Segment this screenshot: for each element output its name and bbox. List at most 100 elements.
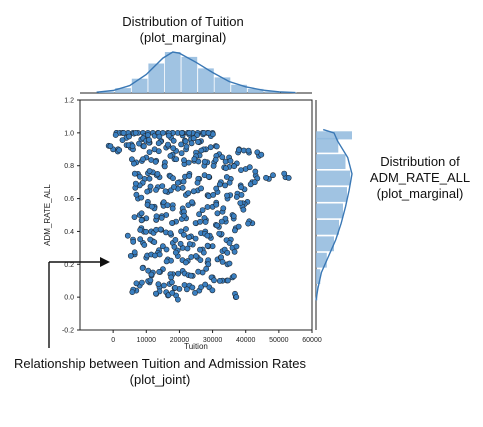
- scatter-point: [212, 156, 219, 163]
- scatter-point: [175, 270, 182, 277]
- scatter-point: [163, 246, 170, 253]
- scatter-point: [191, 156, 198, 162]
- tuition-histogram-bar: [231, 84, 247, 93]
- scatter-point: [233, 194, 240, 200]
- x-tick-label: 50000: [269, 337, 289, 344]
- tuition-histogram-bar: [164, 52, 181, 93]
- scatter-point: [226, 260, 233, 267]
- y-tick-label: 0.8: [64, 163, 74, 170]
- scatter-point: [138, 210, 145, 217]
- scatter-point: [227, 157, 234, 164]
- scatter-point: [124, 232, 131, 239]
- x-axis-ticks: 0 10000 20000 30000 40000 50000 60000: [111, 330, 322, 344]
- scatter-point: [126, 133, 133, 140]
- tuition-histogram-bar: [148, 63, 165, 93]
- tuition-histogram-bar: [131, 78, 148, 93]
- scatter-point: [180, 178, 187, 185]
- scatter-point: [167, 152, 174, 159]
- scatter-point: [200, 249, 207, 256]
- scatter-point: [220, 205, 227, 212]
- scatter-point: [197, 257, 204, 263]
- scatter-point: [226, 240, 233, 246]
- y-tick-label: 0.2: [64, 262, 74, 269]
- scatter-point: [144, 132, 151, 138]
- scatter-point: [202, 219, 209, 225]
- scatter-point: [116, 147, 123, 153]
- scatter-point: [240, 206, 247, 213]
- tuition-histogram-bar: [214, 77, 231, 93]
- scatter-point: [174, 179, 181, 186]
- scatter-point: [184, 245, 191, 252]
- scatter-point: [204, 242, 211, 249]
- scatter-point: [182, 259, 189, 266]
- bottom-annotation-line1: Relationship between Tuition and Admissi…: [14, 356, 306, 371]
- scatter-point: [183, 143, 190, 150]
- scatter-point: [230, 273, 237, 280]
- scatter-point: [160, 199, 167, 206]
- scatter-point: [174, 296, 181, 303]
- scatter-point: [192, 289, 198, 296]
- scatter-point: [119, 137, 126, 143]
- scatter-point: [223, 174, 230, 180]
- scatter-point: [183, 226, 189, 232]
- scatter-point: [188, 140, 195, 147]
- adm-rate-histogram-bar: [316, 252, 327, 268]
- scatter-point: [231, 227, 238, 234]
- scatter-point: [181, 212, 187, 219]
- scatter-point: [138, 279, 145, 286]
- right-annotation-line3: (plot_marginal): [376, 186, 464, 201]
- scatter-point: [195, 138, 201, 145]
- scatter-point: [164, 141, 171, 148]
- scatter-point: [141, 242, 148, 248]
- y-tick-label: 1.0: [64, 130, 74, 137]
- scatter-point: [170, 184, 177, 190]
- right-annotation: Distribution of ADM_RATE_ALL (plot_margi…: [362, 154, 478, 202]
- scatter-point: [216, 277, 223, 284]
- adm-rate-marginal-distribution: [315, 100, 353, 330]
- scatter-points: [105, 129, 292, 303]
- scatter-point: [235, 147, 242, 153]
- scatter-point: [148, 203, 155, 210]
- scatter-point: [186, 129, 193, 136]
- scatter-point: [198, 147, 205, 154]
- scatter-point: [136, 140, 142, 147]
- scatter-point: [177, 240, 184, 247]
- scatter-point: [216, 181, 223, 188]
- scatter-point: [180, 231, 187, 238]
- scatter-point: [231, 248, 238, 255]
- scatter-point: [151, 239, 158, 245]
- scatter-point: [237, 200, 244, 206]
- scatter-point: [186, 241, 193, 247]
- scatter-point: [197, 246, 203, 253]
- x-tick-label: 0: [111, 337, 115, 344]
- scatter-point: [133, 280, 140, 287]
- scatter-point: [165, 132, 172, 139]
- scatter-point: [137, 226, 144, 233]
- scatter-point: [245, 147, 252, 154]
- scatter-point: [238, 184, 244, 191]
- scatter-point: [159, 243, 166, 250]
- scatter-point: [233, 294, 240, 300]
- y-tick-label: 1.2: [64, 98, 74, 105]
- scatter-point: [178, 129, 185, 136]
- scatter-point: [189, 284, 196, 291]
- scatter-point: [163, 258, 170, 265]
- scatter-point: [222, 158, 229, 165]
- adm-rate-histogram-bar: [316, 236, 334, 252]
- scatter-point: [170, 175, 176, 182]
- scatter-point: [214, 210, 221, 217]
- y-tick-label: 0.4: [64, 229, 74, 236]
- scatter-point: [233, 243, 240, 250]
- scatter-point: [181, 157, 187, 164]
- scatter-point: [238, 167, 244, 173]
- scatter-point: [210, 162, 217, 169]
- x-tick-label: 20000: [170, 337, 190, 344]
- adm-rate-histogram-bar: [316, 137, 339, 153]
- scatter-point: [147, 236, 154, 243]
- top-annotation-line2: (plot_marginal): [139, 30, 227, 45]
- scatter-point: [193, 253, 199, 259]
- scatter-point: [112, 132, 119, 138]
- scatter-point: [153, 213, 160, 220]
- scatter-point: [179, 184, 186, 191]
- scatter-point: [224, 277, 231, 284]
